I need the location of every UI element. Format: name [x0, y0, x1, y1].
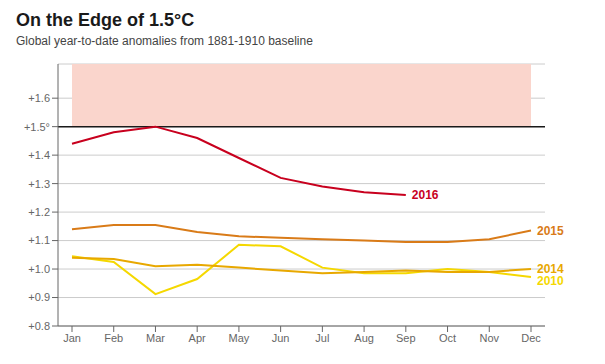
svg-text:+1.3: +1.3	[28, 178, 50, 190]
html-text:Global year-to-date anomalies: Global year-to-date anomalies from 1881-…	[16, 34, 313, 48]
svg-text:2015: 2015	[537, 224, 564, 238]
html-text:On the Edge of 1.5°C: On the Edge of 1.5°C	[16, 10, 195, 30]
svg-text:May: May	[229, 332, 250, 344]
svg-text:Dec: Dec	[521, 332, 541, 344]
svg-text:2010: 2010	[537, 274, 564, 288]
svg-text:Aug: Aug	[354, 332, 374, 344]
svg-text:Feb: Feb	[104, 332, 123, 344]
svg-text:Oct: Oct	[439, 332, 456, 344]
svg-text:+1.0: +1.0	[28, 263, 50, 275]
svg-text:Sep: Sep	[396, 332, 416, 344]
svg-text:+1.4: +1.4	[28, 149, 50, 161]
svg-text:Nov: Nov	[479, 332, 499, 344]
svg-text:+1.5°: +1.5°	[24, 121, 50, 133]
svg-text:Jul: Jul	[315, 332, 329, 344]
svg-text:Mar: Mar	[146, 332, 165, 344]
svg-text:Apr: Apr	[189, 332, 206, 344]
svg-text:+1.6: +1.6	[28, 92, 50, 104]
svg-text:+0.8: +0.8	[28, 320, 50, 332]
svg-text:+1.2: +1.2	[28, 206, 50, 218]
svg-text:Jun: Jun	[272, 332, 290, 344]
svg-text:+1.1: +1.1	[28, 234, 50, 246]
svg-text:Jan: Jan	[63, 332, 81, 344]
svg-text:2014: 2014	[537, 262, 564, 276]
svg-text:+0.9: +0.9	[28, 291, 50, 303]
svg-text:2016: 2016	[412, 188, 439, 202]
